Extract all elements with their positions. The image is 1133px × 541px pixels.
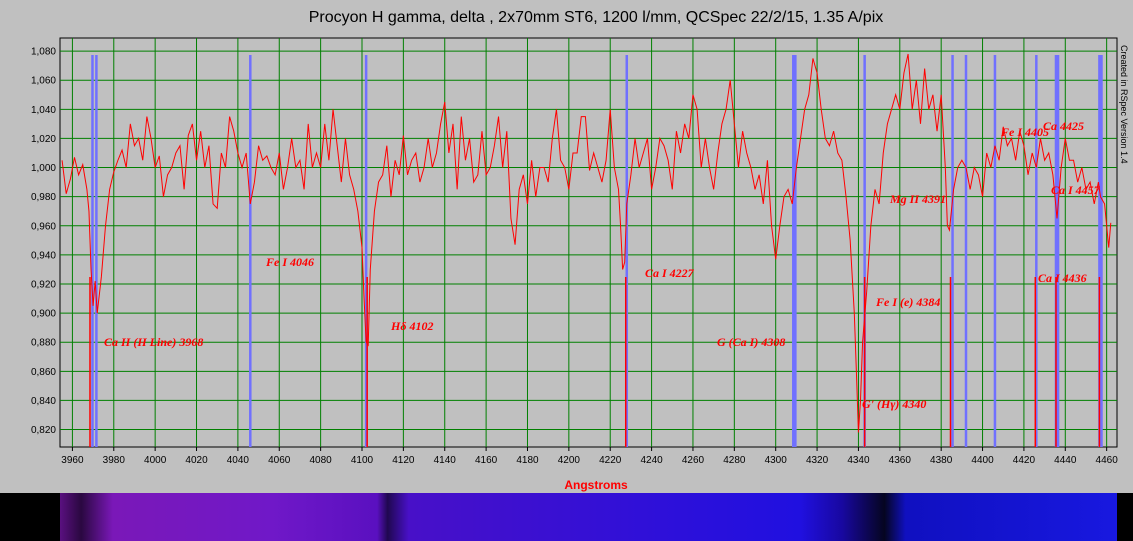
chart-title: Procyon H gamma, delta , 2x70mm ST6, 120… [309,9,884,26]
x-tick-label: 4080 [310,455,333,466]
x-tick-label: 4060 [268,455,291,466]
y-tick-label: 0,900 [31,309,56,320]
x-tick-label: 4340 [847,455,870,466]
plot-layer: 0,820 0,840 0,860 0,880 0,900 0,920 0,940 0,960… [31,38,1118,466]
spectrum-line [61,53,1112,433]
annotation: Mg II 4391 [889,192,946,206]
plot-area [59,37,1118,448]
x-tick-label: 4180 [516,455,539,466]
x-tick-label: 3980 [103,455,126,466]
x-tick-label: 4160 [475,455,498,466]
x-tick-label: 4380 [930,455,953,466]
x-tick-label: 4140 [434,455,457,466]
annotation: G (Ca I) 4308 [717,335,785,349]
y-tick-label: 0,940 [31,250,56,261]
x-tick-label: 4400 [971,455,994,466]
annotation: Ca I 4457 [1051,183,1101,197]
annotation: Ca I 4436 [1038,271,1087,285]
x-tick-label: 4040 [227,455,250,466]
y-tick-label: 0,960 [31,221,56,232]
x-tick-label: 4200 [558,455,581,466]
x-tick-label: 4420 [1013,455,1036,466]
x-tick-label: 4440 [1054,455,1077,466]
x-tick-label: 4240 [640,455,663,466]
annotation: Ca 4425 [1043,119,1084,133]
spectrum-strip [60,493,1117,541]
annotation: Fe I 4046 [265,255,314,269]
annotation: Ca II (H Line) 3968 [104,335,203,349]
y-tick-label: 1,040 [31,105,56,116]
x-tick-label: 4100 [351,455,374,466]
annotation: Hδ 4102 [390,319,433,333]
x-tick-label: 4220 [599,455,622,466]
y-tick-label: 0,860 [31,367,56,378]
y-tick-label: 0,840 [31,396,56,407]
x-tick-label: 3960 [61,455,84,466]
y-tick-label: 1,080 [31,47,56,58]
y-tick-label: 0,920 [31,279,56,290]
x-tick-label: 4320 [806,455,829,466]
x-tick-label: 4300 [765,455,788,466]
x-tick-label: 4360 [889,455,912,466]
y-tick-label: 0,880 [31,338,56,349]
annotation: Fe I 4405 [1000,125,1049,139]
y-tick-label: 0,820 [31,425,56,436]
y-tick-label: 1,060 [31,76,56,87]
x-tick-label: 4460 [1096,455,1119,466]
y-tick-label: 1,020 [31,134,56,145]
y-tick-label: 1,000 [31,163,56,174]
y-tick-label: 0,980 [31,192,56,203]
side-note: Created in RSpec Version 1.4 [1119,45,1129,164]
x-tick-label: 4000 [144,455,167,466]
x-tick-label: 4120 [392,455,415,466]
x-axis-label: Angstroms [564,478,628,492]
x-tick-label: 4280 [723,455,746,466]
x-tick-label: 4260 [682,455,705,466]
x-tick-label: 4020 [185,455,208,466]
annotation: G' (Hγ) 4340 [862,397,926,411]
annotation: Fe I (e) 4384 [875,295,940,309]
annotation: Ca I 4227 [645,266,695,280]
